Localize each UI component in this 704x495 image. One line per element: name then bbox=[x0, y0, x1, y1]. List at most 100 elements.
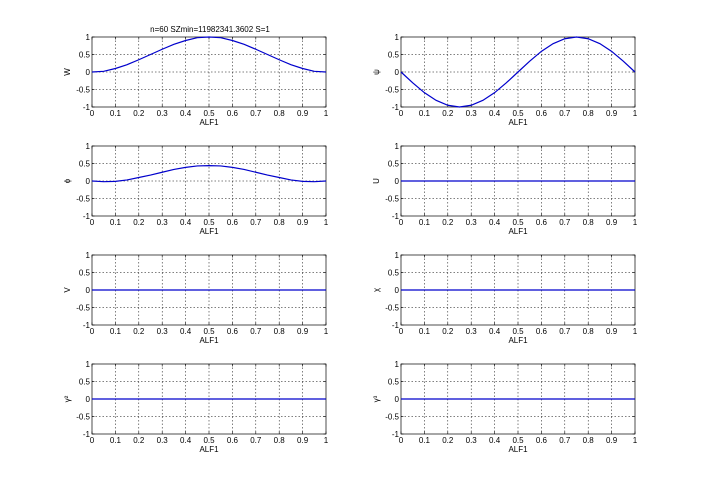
x-tick-label: 1 bbox=[633, 218, 638, 227]
x-tick-label: 0.9 bbox=[606, 327, 618, 336]
x-tick-label: 1 bbox=[324, 109, 329, 118]
x-axis-label: ALF1 bbox=[199, 336, 219, 345]
x-tick-label: 0.8 bbox=[274, 218, 286, 227]
x-tick-label: 0.5 bbox=[203, 327, 215, 336]
x-tick-label: 0.8 bbox=[274, 436, 286, 445]
y-tick-label: 0.5 bbox=[79, 269, 91, 278]
x-tick-label: 0.5 bbox=[203, 109, 215, 118]
y-tick-label: -0.5 bbox=[76, 195, 90, 204]
x-tick-label: 0.3 bbox=[466, 218, 478, 227]
x-tick-label: 1 bbox=[633, 109, 638, 118]
x-axis-label: ALF1 bbox=[508, 445, 528, 454]
x-tick-label: 0 bbox=[399, 327, 404, 336]
x-tick-label: 0.9 bbox=[606, 436, 618, 445]
y-tick-label: 1 bbox=[395, 142, 400, 151]
x-tick-label: 0 bbox=[90, 327, 95, 336]
x-tick-label: 0 bbox=[90, 109, 95, 118]
y-tick-label: -1 bbox=[83, 321, 91, 330]
x-tick-label: 0.1 bbox=[110, 218, 122, 227]
y-tick-label: 0 bbox=[86, 395, 91, 404]
y-tick-label: 1 bbox=[86, 33, 91, 42]
x-tick-label: 1 bbox=[324, 218, 329, 227]
x-tick-label: 0.6 bbox=[227, 109, 239, 118]
subplot-6: 0 0.1 0.2 0.3 0.4 0.5 0.6 0.7 0.8 0.9 1 -1 -0.5 0 0.5 1… bbox=[372, 251, 638, 345]
x-tick-label: 0.8 bbox=[274, 109, 286, 118]
y-tick-label: -1 bbox=[392, 103, 400, 112]
x-tick-label: 0.8 bbox=[583, 218, 595, 227]
y-axis-label: χ bbox=[372, 287, 381, 292]
x-tick-label: 0.4 bbox=[489, 436, 501, 445]
y-tick-label: -1 bbox=[83, 430, 91, 439]
subplots: 0 0.1 0.2 0.3 0.4 0.5 0.6 0.7 0.8 0.9 1 -1 -0.5 0 0.5 1… bbox=[63, 33, 638, 454]
series-line bbox=[400, 36, 636, 108]
x-tick-label: 0.9 bbox=[297, 436, 309, 445]
x-tick-label: 0.6 bbox=[536, 327, 548, 336]
x-tick-label: 0.5 bbox=[203, 436, 215, 445]
x-axis-label: ALF1 bbox=[199, 445, 219, 454]
x-tick-label: 0 bbox=[90, 436, 95, 445]
x-tick-label: 0.3 bbox=[466, 109, 478, 118]
x-tick-label: 0.1 bbox=[419, 109, 431, 118]
y-tick-label: -1 bbox=[83, 212, 91, 221]
x-tick-label: 0.3 bbox=[157, 218, 169, 227]
x-axis-label: ALF1 bbox=[199, 227, 219, 236]
y-tick-label: -0.5 bbox=[76, 413, 90, 422]
y-tick-label: -1 bbox=[392, 430, 400, 439]
x-tick-label: 0.2 bbox=[442, 327, 454, 336]
x-tick-label: 0.7 bbox=[559, 327, 571, 336]
x-tick-label: 0.4 bbox=[180, 218, 192, 227]
y-tick-label: -1 bbox=[392, 321, 400, 330]
x-tick-label: 0.4 bbox=[489, 218, 501, 227]
x-tick-label: 0.6 bbox=[227, 327, 239, 336]
x-tick-label: 0.7 bbox=[559, 218, 571, 227]
x-tick-label: 0.8 bbox=[583, 327, 595, 336]
x-tick-label: 0.2 bbox=[133, 109, 145, 118]
x-tick-label: 0 bbox=[90, 218, 95, 227]
x-tick-label: 0.1 bbox=[419, 327, 431, 336]
y-tick-label: 0.5 bbox=[79, 51, 91, 60]
x-tick-label: 0.5 bbox=[512, 218, 524, 227]
x-tick-label: 0.2 bbox=[133, 327, 145, 336]
x-tick-label: 0.4 bbox=[180, 436, 192, 445]
x-tick-label: 0.8 bbox=[583, 109, 595, 118]
y-tick-label: -0.5 bbox=[76, 86, 90, 95]
x-tick-label: 0.5 bbox=[203, 218, 215, 227]
y-tick-label: 0 bbox=[395, 68, 400, 77]
x-tick-label: 1 bbox=[633, 436, 638, 445]
x-tick-label: 0.6 bbox=[536, 436, 548, 445]
x-tick-label: 0.1 bbox=[110, 109, 122, 118]
x-tick-label: 0.9 bbox=[297, 218, 309, 227]
x-tick-label: 0.9 bbox=[606, 218, 618, 227]
y-tick-label: 0.5 bbox=[79, 378, 91, 387]
y-tick-label: 1 bbox=[395, 251, 400, 260]
x-tick-label: 0.7 bbox=[559, 109, 571, 118]
y-tick-label: -0.5 bbox=[385, 304, 399, 313]
x-tick-label: 0.2 bbox=[442, 218, 454, 227]
x-tick-label: 1 bbox=[324, 327, 329, 336]
subplot-7: 0 0.1 0.2 0.3 0.4 0.5 0.6 0.7 0.8 0.9 1 -1 -0.5 0 0.5 1… bbox=[63, 360, 329, 454]
x-tick-label: 0.4 bbox=[489, 109, 501, 118]
subplot-8: 0 0.1 0.2 0.3 0.4 0.5 0.6 0.7 0.8 0.9 1 -1 -0.5 0 0.5 1… bbox=[372, 360, 638, 454]
x-tick-label: 0.4 bbox=[180, 327, 192, 336]
x-tick-label: 0.2 bbox=[133, 436, 145, 445]
y-axis-label: ϕ bbox=[63, 178, 72, 183]
y-tick-label: 0 bbox=[86, 177, 91, 186]
x-tick-label: 0.3 bbox=[157, 109, 169, 118]
y-axis-label: W bbox=[63, 68, 72, 76]
x-tick-label: 0 bbox=[399, 218, 404, 227]
x-tick-label: 0.8 bbox=[274, 327, 286, 336]
y-tick-label: -0.5 bbox=[385, 86, 399, 95]
x-tick-label: 0.3 bbox=[157, 436, 169, 445]
x-tick-label: 1 bbox=[633, 327, 638, 336]
x-tick-label: 0.5 bbox=[512, 327, 524, 336]
x-tick-label: 0.6 bbox=[536, 218, 548, 227]
y-tick-label: 0 bbox=[86, 68, 91, 77]
x-tick-label: 0.4 bbox=[180, 109, 192, 118]
y-tick-label: 0.5 bbox=[388, 269, 400, 278]
y-tick-label: -0.5 bbox=[76, 304, 90, 313]
x-tick-label: 0.6 bbox=[536, 109, 548, 118]
x-tick-label: 0.5 bbox=[512, 109, 524, 118]
x-tick-label: 0.2 bbox=[133, 218, 145, 227]
x-tick-label: 0.1 bbox=[419, 436, 431, 445]
